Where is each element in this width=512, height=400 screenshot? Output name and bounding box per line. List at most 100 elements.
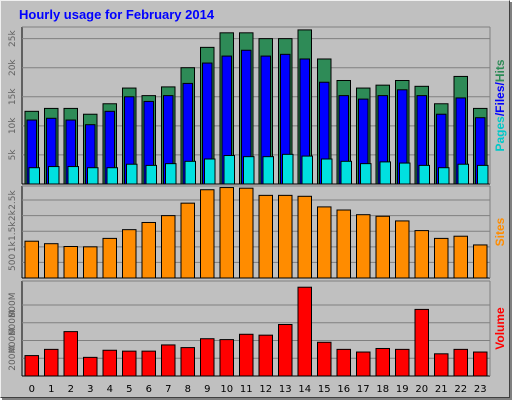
bar-volume xyxy=(395,348,410,377)
x-tick-label: 11 xyxy=(240,384,253,395)
bar-volume xyxy=(44,348,59,377)
bar-volume xyxy=(317,341,332,377)
bar-pages xyxy=(145,164,157,185)
x-tick-label: 8 xyxy=(185,384,191,395)
bar-volume xyxy=(356,351,371,377)
legend-label: Sites xyxy=(493,217,507,246)
bar-pages xyxy=(106,167,118,185)
x-tick-label: 6 xyxy=(146,384,152,395)
bar-volume xyxy=(83,356,98,377)
x-tick-label: 20 xyxy=(415,384,428,395)
bar-volume xyxy=(239,333,254,377)
bar-pages xyxy=(477,164,489,185)
bar-pages xyxy=(301,155,313,185)
bar-pages xyxy=(399,162,411,185)
y-tick-label: 800M xyxy=(8,292,18,317)
bar-volume xyxy=(141,350,156,377)
x-tick-label: 14 xyxy=(298,384,311,395)
bar-sites xyxy=(219,187,234,279)
bar-volume xyxy=(63,331,78,377)
bar-pages xyxy=(165,163,177,185)
bar-pages xyxy=(379,161,391,185)
bar-pages xyxy=(87,167,99,185)
bar-sites xyxy=(102,237,117,279)
bar-pages xyxy=(457,163,469,185)
legend-label: Volume xyxy=(493,307,507,350)
bar-sites xyxy=(414,230,429,279)
legend-part: / xyxy=(493,112,507,116)
bar-volume xyxy=(453,348,468,377)
bar-sites xyxy=(200,189,215,279)
bar-sites xyxy=(24,240,39,279)
x-tick-label: 16 xyxy=(337,384,350,395)
y-tick-label: 400M xyxy=(8,328,18,353)
bar-pages xyxy=(438,167,450,185)
bar-sites xyxy=(473,244,488,279)
bar-pages xyxy=(67,166,79,185)
bar-pages xyxy=(340,160,352,185)
bar-sites xyxy=(258,194,273,279)
bar-volume xyxy=(278,324,293,377)
bar-pages xyxy=(321,158,333,185)
bar-sites xyxy=(44,243,59,279)
bar-pages xyxy=(282,153,294,185)
bar-sites xyxy=(180,202,195,279)
x-tick-label: 10 xyxy=(220,384,233,395)
bar-sites xyxy=(297,195,312,279)
x-tick-label: 4 xyxy=(107,384,113,395)
x-tick-label: 7 xyxy=(165,384,171,395)
bar-volume xyxy=(180,347,195,377)
x-tick-label: 15 xyxy=(318,384,331,395)
legend-part: Sites xyxy=(493,217,507,246)
bar-pages xyxy=(184,160,196,185)
bar-pages xyxy=(28,167,40,185)
bar-volume xyxy=(24,355,39,377)
bar-pages xyxy=(126,163,138,185)
bar-pages xyxy=(418,164,430,185)
y-tick-label: 5k xyxy=(8,149,18,161)
bar-volume xyxy=(122,350,137,377)
bar-volume xyxy=(200,338,215,377)
legend-part: Volume xyxy=(493,307,507,350)
y-tick-label: 1k xyxy=(8,241,18,253)
bar-sites xyxy=(453,235,468,279)
x-tick-label: 3 xyxy=(87,384,93,395)
bar-sites xyxy=(356,214,371,279)
bar-sites xyxy=(317,206,332,279)
bar-sites xyxy=(161,215,176,279)
y-tick-label: 2k xyxy=(8,209,18,221)
bar-volume xyxy=(161,344,176,377)
x-tick-label: 22 xyxy=(454,384,467,395)
plot-area xyxy=(22,281,490,376)
bar-sites xyxy=(375,215,390,279)
x-tick-label: 23 xyxy=(474,384,487,395)
x-tick-label: 17 xyxy=(357,384,370,395)
y-tick-label: 10k xyxy=(8,117,18,134)
y-tick-label: 600M xyxy=(8,310,18,335)
x-tick-label: 5 xyxy=(126,384,132,395)
bar-pages xyxy=(360,163,372,185)
y-tick-label: 200M xyxy=(8,346,18,371)
legend-part: Hits xyxy=(493,59,507,82)
bar-pages xyxy=(243,156,255,185)
bar-volume xyxy=(375,347,390,377)
bar-sites xyxy=(336,209,351,279)
bar-sites xyxy=(278,194,293,279)
bar-sites xyxy=(141,221,156,279)
x-tick-label: 18 xyxy=(376,384,389,395)
plot-area xyxy=(22,27,490,184)
legend-part: / xyxy=(493,81,507,85)
x-tick-label: 9 xyxy=(204,384,210,395)
bar-pages xyxy=(48,166,60,185)
x-tick-label: 19 xyxy=(396,384,409,395)
x-tick-label: 12 xyxy=(259,384,272,395)
legend-label: Pages/Files/Hits xyxy=(493,59,507,151)
bar-volume xyxy=(219,339,234,377)
bar-pages xyxy=(204,158,216,185)
bar-pages xyxy=(262,156,274,185)
bar-sites xyxy=(395,220,410,279)
y-tick-label: 15k xyxy=(8,88,18,105)
bar-sites xyxy=(239,187,254,279)
bar-volume xyxy=(414,308,429,377)
